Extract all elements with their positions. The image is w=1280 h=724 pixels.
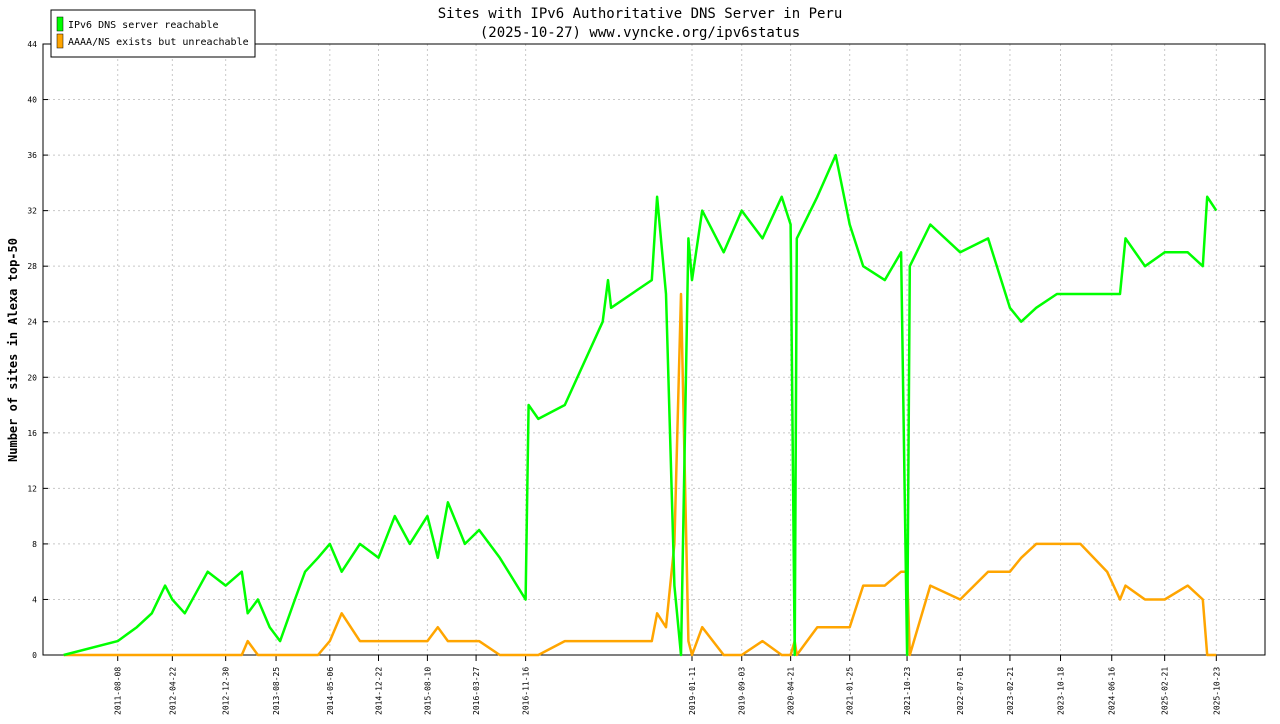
y-tick-label: 12 — [27, 484, 37, 493]
x-tick-label: 2024-06-16 — [1108, 667, 1117, 715]
x-tick-label: 2025-10-23 — [1212, 667, 1221, 715]
chart-subtitle: (2025-10-27) www.vyncke.org/ipv6status — [480, 25, 800, 41]
legend-label: IPv6 DNS server reachable — [68, 20, 219, 31]
x-tick-label: 2012-12-30 — [222, 667, 231, 715]
x-tick-label: 2021-01-25 — [846, 667, 855, 715]
y-tick-label: 40 — [27, 96, 37, 105]
y-tick-label: 4 — [32, 595, 37, 604]
x-tick-label: 2016-03-27 — [472, 667, 481, 715]
y-tick-label: 8 — [32, 540, 37, 549]
series-line — [63, 153, 1218, 657]
legend-swatch — [56, 16, 64, 32]
y-tick-label: 32 — [27, 207, 37, 216]
y-axis-label: Number of sites in Alexa top-50 — [6, 238, 20, 462]
x-tick-label: 2023-02-21 — [1006, 667, 1015, 715]
x-tick-label: 2022-07-01 — [956, 667, 965, 715]
x-tick-label: 2025-02-21 — [1161, 667, 1170, 715]
y-tick-label: 36 — [27, 151, 37, 160]
x-tick-label: 2014-12-22 — [375, 667, 384, 715]
plot-frame — [42, 43, 1266, 656]
x-tick-label: 2015-08-10 — [423, 667, 432, 715]
x-tick-label: 2020-04-21 — [787, 667, 796, 715]
x-tick-label: 2019-01-11 — [688, 667, 697, 715]
x-tick-label: 2023-10-18 — [1057, 667, 1066, 715]
x-tick-label: 2014-05-06 — [326, 667, 335, 715]
y-tick-label: 44 — [27, 40, 37, 49]
y-tick-label: 0 — [32, 651, 37, 660]
y-tick-label: 28 — [27, 262, 37, 271]
x-tick-label: 2013-08-25 — [272, 667, 281, 715]
x-tick-label: 2011-08-08 — [114, 667, 123, 715]
x-tick-label: 2021-10-23 — [903, 667, 912, 715]
legend-box — [50, 9, 256, 58]
legend-label: AAAA/NS exists but unreachable — [68, 37, 249, 48]
x-tick-label: 2019-09-03 — [738, 667, 747, 715]
legend-swatch — [56, 33, 64, 49]
y-tick-label: 24 — [27, 318, 37, 327]
chart-title: Sites with IPv6 Authoritative DNS Server… — [438, 6, 843, 22]
x-tick-label: 2016-11-16 — [522, 667, 531, 715]
y-tick-label: 16 — [27, 429, 37, 438]
x-tick-label: 2012-04-22 — [168, 667, 177, 715]
series-line — [63, 292, 1217, 657]
y-tick-label: 20 — [27, 373, 37, 382]
